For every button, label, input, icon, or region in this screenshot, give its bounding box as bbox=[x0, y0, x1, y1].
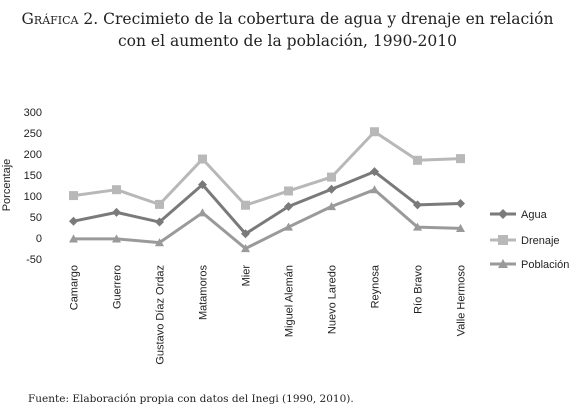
legend-label-1: Drenaje bbox=[521, 235, 560, 247]
point-agua-9 bbox=[456, 199, 465, 209]
point-drenaje-1 bbox=[112, 185, 121, 195]
x-tick-label-1: Guerrero bbox=[112, 265, 124, 309]
y-tick-label-2: 200 bbox=[24, 149, 42, 161]
series-line-drenaje bbox=[73, 130, 461, 207]
title-line-1: Gráfica 2. Crecimieto de la cobertura de… bbox=[0, 8, 575, 30]
y-axis-label: Porcentaje bbox=[1, 159, 13, 212]
point-poblacin-7 bbox=[370, 185, 379, 194]
x-tick-label-3: Matamoros bbox=[198, 265, 210, 321]
point-drenaje-3 bbox=[198, 154, 207, 164]
legend-marker-1 bbox=[498, 235, 508, 245]
title-prefix: Gráfica 2. bbox=[21, 10, 99, 28]
y-tick-label-1: 250 bbox=[24, 128, 42, 140]
legend-label-0: Agua bbox=[521, 209, 548, 221]
point-poblacin-6 bbox=[327, 202, 336, 211]
point-agua-1 bbox=[112, 207, 121, 217]
x-tick-label-5: Miguel Alemán bbox=[284, 265, 296, 337]
point-drenaje-7 bbox=[370, 127, 379, 137]
point-drenaje-4 bbox=[241, 200, 250, 210]
y-tick-label-4: 100 bbox=[24, 191, 42, 203]
legend-marker-0 bbox=[498, 209, 508, 219]
point-agua-5 bbox=[284, 202, 293, 211]
legend-marker-2 bbox=[498, 259, 508, 268]
point-poblacin-2 bbox=[155, 238, 164, 247]
point-agua-0 bbox=[69, 216, 78, 226]
x-tick-label-6: Nuevo Laredo bbox=[327, 265, 339, 334]
point-drenaje-0 bbox=[69, 191, 78, 201]
x-tick-label-4: Mier bbox=[241, 265, 253, 287]
title-text-1: Crecimieto de la cobertura de agua y dre… bbox=[98, 10, 554, 28]
point-poblacin-0 bbox=[69, 234, 78, 243]
x-tick-label-9: Valle Hermoso bbox=[456, 265, 468, 336]
point-drenaje-8 bbox=[413, 155, 422, 165]
point-drenaje-6 bbox=[327, 172, 336, 182]
point-agua-7 bbox=[370, 167, 379, 177]
point-poblacin-5 bbox=[284, 222, 293, 231]
y-tick-label-6: 0 bbox=[36, 233, 42, 245]
point-agua-2 bbox=[155, 217, 164, 227]
point-agua-8 bbox=[413, 200, 422, 210]
source-note: Fuente: Elaboración propia con datos del… bbox=[28, 393, 354, 405]
legend-label-2: Población bbox=[521, 259, 569, 271]
point-poblacin-8 bbox=[413, 222, 422, 231]
series-line-poblacin bbox=[73, 188, 461, 250]
point-poblacin-1 bbox=[112, 234, 121, 243]
y-tick-label-7: -50 bbox=[26, 254, 42, 266]
y-tick-label-0: 300 bbox=[24, 107, 42, 119]
point-poblacin-3 bbox=[198, 208, 207, 217]
x-tick-label-7: Reynosa bbox=[370, 264, 382, 308]
x-tick-label-8: Río Bravo bbox=[413, 265, 425, 314]
y-tick-label-3: 150 bbox=[24, 170, 42, 182]
x-tick-label-0: Camargo bbox=[69, 265, 81, 310]
point-drenaje-2 bbox=[155, 199, 164, 209]
point-drenaje-9 bbox=[456, 154, 465, 164]
point-drenaje-5 bbox=[284, 186, 293, 196]
point-poblacin-4 bbox=[241, 244, 250, 253]
point-agua-6 bbox=[327, 184, 336, 194]
series-line-agua bbox=[73, 170, 461, 236]
point-agua-4 bbox=[241, 229, 250, 239]
y-tick-label-5: 50 bbox=[30, 212, 42, 224]
title-line-2: con el aumento de la población, 1990-201… bbox=[117, 32, 457, 50]
point-agua-3 bbox=[198, 180, 207, 190]
point-poblacin-9 bbox=[456, 223, 465, 232]
chart-title: Gráfica 2. Crecimieto de la cobertura de… bbox=[0, 8, 575, 52]
x-tick-label-2: Gustavo Díaz Ordaz bbox=[155, 265, 167, 365]
